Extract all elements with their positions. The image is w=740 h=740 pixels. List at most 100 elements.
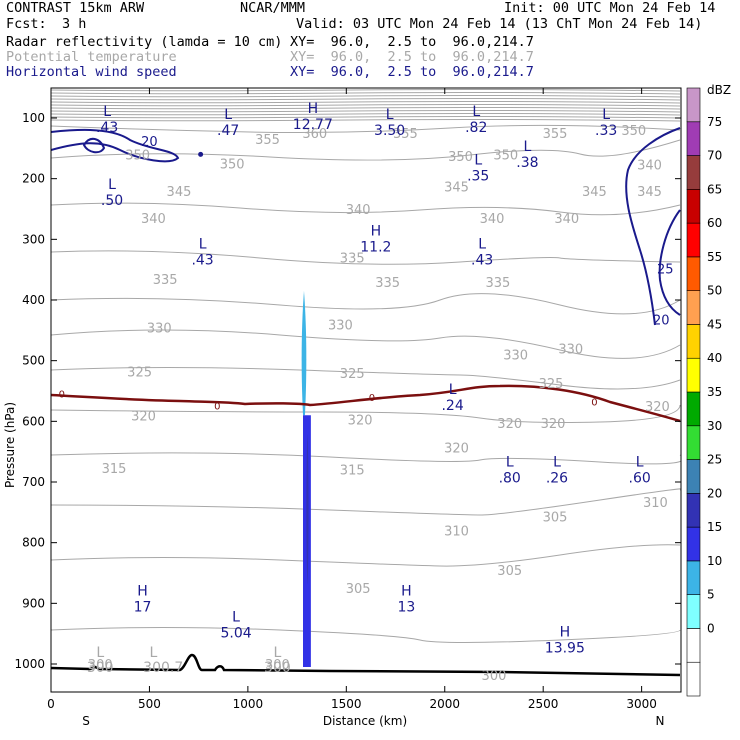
wind-contour-25-north bbox=[658, 209, 681, 316]
theta-label: 340 bbox=[637, 159, 662, 174]
wind-extremum-type: L bbox=[224, 107, 232, 123]
colorbar-swatch bbox=[686, 155, 701, 190]
upper-theta-line bbox=[51, 106, 681, 110]
upper-theta-line bbox=[51, 94, 681, 98]
wind-extremum-value: .26 bbox=[546, 471, 568, 487]
wind-extremum-type: L bbox=[636, 455, 644, 471]
theta-label: 305 bbox=[346, 582, 371, 597]
theta-label: 305 bbox=[543, 511, 568, 526]
wind-extremum-type: L bbox=[474, 153, 482, 169]
y-tick-label: 100 bbox=[22, 111, 45, 125]
theta-label: 320 bbox=[645, 400, 670, 415]
colorbar-swatch bbox=[686, 391, 701, 427]
y-tick-label: 800 bbox=[22, 536, 45, 550]
wind-extremum-type: L bbox=[553, 455, 561, 471]
init-time: Init: 00 UTC Mon 24 Feb 14 bbox=[504, 0, 716, 16]
theta-label: 335 bbox=[375, 276, 400, 291]
theta-label: 325 bbox=[539, 377, 564, 392]
x-tick-label: 2500 bbox=[528, 697, 559, 711]
theta-contour-305 bbox=[51, 544, 681, 567]
x-axis-north-label: N bbox=[656, 714, 665, 728]
wind-extremum-type: L bbox=[602, 107, 610, 123]
wind-extremum-value: .47 bbox=[217, 123, 239, 139]
wind-extremum-value: .35 bbox=[467, 169, 489, 185]
theta-contour-335 bbox=[51, 293, 681, 315]
colorbar-label: 45 bbox=[707, 317, 722, 331]
y-tick-label: 700 bbox=[22, 475, 45, 489]
reflectivity-field-xy: XY= 96.0, 2.5 to 96.0,214.7 bbox=[290, 34, 534, 50]
y-tick-label: 400 bbox=[22, 293, 45, 307]
colorbar-swatch bbox=[686, 87, 701, 123]
wind-extremum-type: L bbox=[108, 177, 116, 193]
upper-theta-contours bbox=[51, 88, 681, 122]
theta-label: 350 bbox=[493, 148, 518, 163]
plot-frame bbox=[50, 87, 682, 693]
theta-extremum: L bbox=[149, 645, 157, 661]
colorbar-swatch bbox=[686, 121, 701, 156]
upper-theta-line bbox=[51, 109, 681, 113]
theta-label: 355 bbox=[255, 133, 280, 148]
wind-extremum-type: H bbox=[401, 583, 412, 599]
theta-label: 335 bbox=[153, 273, 178, 288]
colorbar-label: 60 bbox=[707, 216, 722, 230]
theta-contour-340 bbox=[51, 250, 681, 265]
upper-theta-line bbox=[51, 112, 681, 116]
wind-extremum-value: .82 bbox=[465, 120, 487, 136]
reflectivity-zero-label: 0 bbox=[59, 389, 65, 400]
theta-label: 350 bbox=[448, 150, 473, 165]
theta-contour-330 bbox=[51, 329, 681, 359]
theta-label: 360 bbox=[302, 127, 327, 142]
reflectivity-zero-line bbox=[51, 384, 681, 423]
colorbar-swatch bbox=[686, 324, 701, 359]
colorbar-label: 5 bbox=[707, 588, 715, 602]
y-tick-label: 200 bbox=[22, 172, 45, 186]
theta-label: 345 bbox=[637, 185, 662, 200]
y-tick-label: 600 bbox=[22, 414, 45, 428]
x-axis-south-label: S bbox=[82, 714, 90, 728]
theta-label: 320 bbox=[348, 414, 373, 429]
theta-label: 320 bbox=[541, 417, 566, 432]
theta-label: 310 bbox=[444, 525, 469, 540]
wind-extremum-value: 11.2 bbox=[360, 240, 391, 256]
theta-field-name: Potential temperature bbox=[6, 49, 177, 65]
y-tick-label: 900 bbox=[22, 596, 45, 610]
theta-label: 355 bbox=[393, 127, 418, 142]
colorbar-label: 50 bbox=[707, 284, 722, 298]
model-title: CONTRAST 15km ARW bbox=[6, 0, 145, 16]
theta-label: 300 bbox=[88, 658, 113, 673]
colorbar-unit: dBZ bbox=[707, 83, 731, 97]
theta-contours bbox=[51, 124, 681, 643]
theta-extremum: 300 bbox=[264, 660, 291, 676]
upper-theta-line bbox=[51, 103, 681, 107]
theta-label: 305 bbox=[497, 564, 522, 579]
wind-extremum-type: L bbox=[506, 455, 514, 471]
wind-extremum-value: 5.04 bbox=[220, 625, 251, 641]
wind-extremum-value: .50 bbox=[101, 193, 123, 209]
theta-extremum: 300 bbox=[87, 660, 114, 676]
dbz-colorbar: 0 5 10 15 20 25 30 35 40 45 50 55 60 65 70 75 bbox=[686, 87, 722, 697]
y-tick-label: 300 bbox=[22, 232, 45, 246]
valid-time: Valid: 03 UTC Mon 24 Feb 14 (13 ChT Mon … bbox=[296, 16, 703, 32]
wind-field-xy: XY= 96.0, 2.5 to 96.0,214.7 bbox=[290, 64, 534, 80]
colorbar-label: 25 bbox=[707, 453, 722, 467]
colorbar-label: 10 bbox=[707, 554, 722, 568]
colorbar-swatch bbox=[686, 357, 701, 393]
wind-contour-20-north bbox=[625, 127, 681, 326]
theta-contour-320 bbox=[51, 404, 681, 423]
wind-extremum-type: L bbox=[472, 104, 480, 120]
theta-contour-350 bbox=[51, 139, 681, 161]
colorbar-label: 15 bbox=[707, 520, 722, 534]
wind-contours bbox=[51, 127, 681, 326]
reflectivity-field-name: Radar reflectivity (lamda = 10 cm) bbox=[6, 34, 283, 50]
wind-extremum-value: .60 bbox=[629, 471, 651, 487]
terrain-line bbox=[51, 653, 681, 677]
theta-label: 345 bbox=[444, 181, 469, 196]
theta-contour-310 bbox=[51, 488, 681, 516]
theta-label: 340 bbox=[554, 212, 579, 227]
forecast-value: 3 h bbox=[62, 16, 87, 32]
wind-extremum-value: .43 bbox=[471, 252, 493, 268]
colorbar-swatch bbox=[686, 493, 701, 528]
theta-label: 325 bbox=[127, 366, 152, 381]
theta-label: 340 bbox=[480, 212, 505, 227]
theta-label: 350 bbox=[220, 158, 245, 173]
